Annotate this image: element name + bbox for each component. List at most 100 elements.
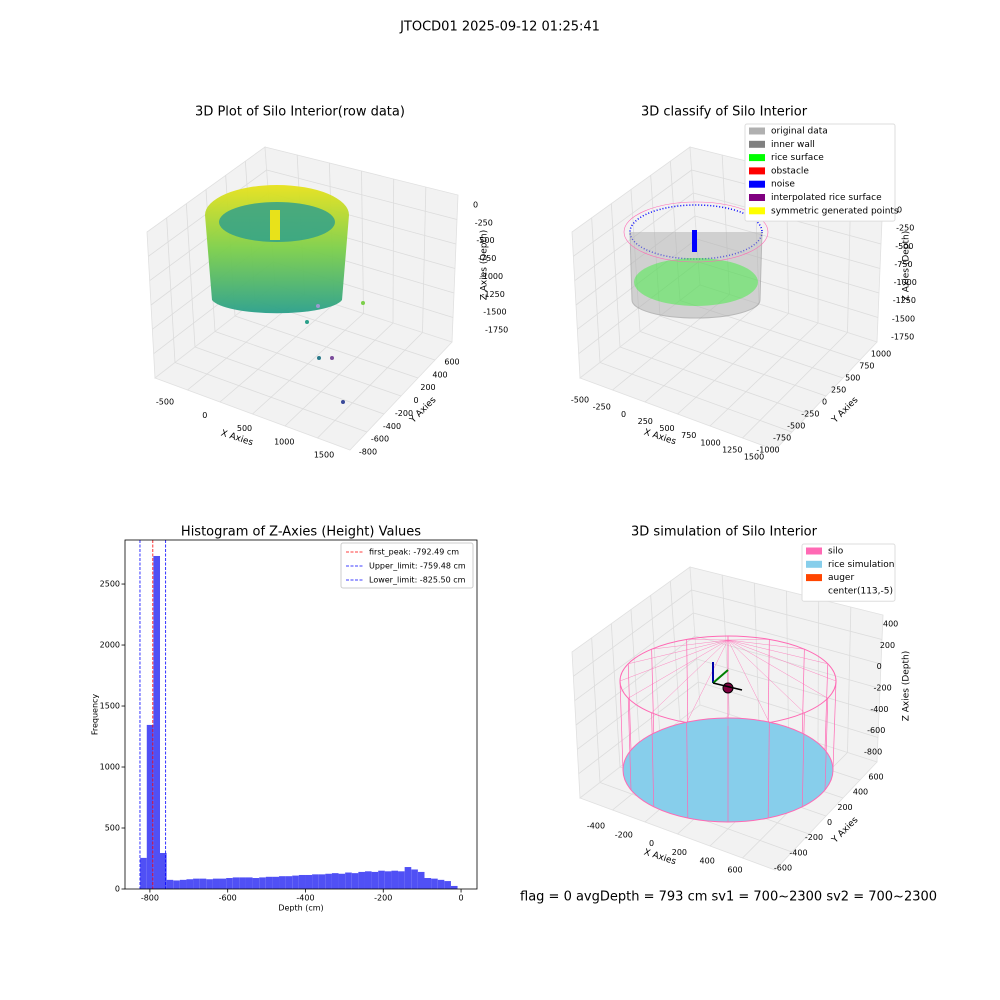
z-tick-label: 200 xyxy=(880,641,895,650)
bar xyxy=(298,874,306,889)
legend-swatch xyxy=(806,560,822,568)
y-axis-label: Y Axies xyxy=(830,815,861,846)
x-tick-label: -800 xyxy=(141,894,159,903)
legend-swatch xyxy=(749,140,765,148)
y-tick-label: 200 xyxy=(837,803,852,812)
legend-swatch xyxy=(749,127,765,135)
legend-swatch xyxy=(749,194,765,201)
z-tick-label: -1000 xyxy=(480,272,503,281)
x-tick-label: 1000 xyxy=(274,437,294,446)
chart-title: 3D Plot of Silo Interior(row data) xyxy=(195,105,405,120)
bar xyxy=(245,877,253,889)
z-tick-label: -250 xyxy=(475,218,493,227)
y-tick-label: 2000 xyxy=(100,641,120,650)
bar xyxy=(431,878,438,889)
x-tick-label: 500 xyxy=(237,424,252,433)
wall xyxy=(629,231,763,319)
legend-swatch xyxy=(806,587,822,595)
bar xyxy=(173,880,180,889)
bar xyxy=(140,857,147,889)
bar xyxy=(338,873,346,889)
silo-wire xyxy=(627,663,632,751)
z-tick-label: -1000 xyxy=(894,278,917,287)
bar xyxy=(146,724,154,889)
silo-wire xyxy=(824,663,829,751)
x-tick-label: 600 xyxy=(727,866,742,875)
z-tick-label: -1500 xyxy=(892,314,915,323)
bar xyxy=(265,876,273,889)
bar xyxy=(358,871,365,889)
z-tick-label: -1500 xyxy=(483,308,506,317)
y-tick-label: -750 xyxy=(773,434,791,443)
bar xyxy=(378,870,385,889)
legend-label: obstacle xyxy=(771,166,809,176)
bar xyxy=(450,885,458,889)
y-tick-label: -1000 xyxy=(756,446,779,455)
silo-wire xyxy=(801,712,805,807)
z-tick-label: 400 xyxy=(883,620,898,629)
legend-label: Lower_limit: -825.50 cm xyxy=(369,576,466,585)
z-tick-label: -1750 xyxy=(891,333,914,342)
bar xyxy=(424,878,432,889)
z-tick-label: -750 xyxy=(894,260,912,269)
z-tick-label: -750 xyxy=(478,254,496,263)
z-tick-label: -250 xyxy=(896,224,914,233)
bar xyxy=(411,869,418,889)
z-axis-label: Z Axies (Depth) xyxy=(902,651,912,722)
y-tick-label: 250 xyxy=(831,386,846,395)
z-tick-label: -1250 xyxy=(893,296,916,305)
bar xyxy=(285,876,293,889)
silo-wire xyxy=(686,722,689,819)
silo-wire xyxy=(801,649,805,734)
silo-wire xyxy=(824,698,829,790)
silo-wire xyxy=(727,639,837,682)
y-tick-label: -400 xyxy=(383,422,401,431)
bar xyxy=(239,877,246,889)
3d-decoration xyxy=(146,146,884,871)
legend-label: silo xyxy=(828,547,844,557)
silo-wire xyxy=(727,639,805,650)
y-tick-label: 1000 xyxy=(871,350,891,359)
bar xyxy=(166,879,174,889)
chart-title: 3D simulation of Silo Interior xyxy=(631,525,818,540)
pane-grid xyxy=(742,332,848,439)
bar xyxy=(444,881,451,889)
y-tick-label: -800 xyxy=(359,448,377,457)
y-tick-label: 0 xyxy=(115,885,120,894)
legend-swatch xyxy=(749,180,765,188)
silo-wire xyxy=(727,639,770,641)
silo-wire xyxy=(651,639,729,650)
rice xyxy=(634,258,758,306)
silo-wire xyxy=(628,639,729,664)
bar xyxy=(312,874,319,889)
y-tick-label: 400 xyxy=(432,370,447,379)
x-tick-label: 0 xyxy=(202,411,207,420)
legend-label: noise xyxy=(771,180,795,190)
figure-title: JTOCD01 2025-09-12 01:25:41 xyxy=(399,20,600,35)
legend-swatch xyxy=(806,574,822,582)
bar xyxy=(384,871,392,889)
status-text: flag = 0 avgDepth = 793 cm sv1 = 700~230… xyxy=(520,890,937,905)
bar xyxy=(226,878,233,889)
axis-arrow xyxy=(712,682,743,691)
bar xyxy=(199,878,207,889)
silo-wire xyxy=(686,639,689,722)
pane-grid xyxy=(317,332,423,439)
legend-label: interpolated rice surface xyxy=(771,193,882,203)
bar xyxy=(232,877,240,889)
z-tick-label: -200 xyxy=(874,684,892,693)
silo-wire xyxy=(651,639,729,713)
silo-wire xyxy=(686,639,729,723)
bar xyxy=(279,876,286,889)
bar xyxy=(153,555,161,889)
silo-wire xyxy=(727,639,770,723)
y-tick-label: 0 xyxy=(413,396,418,405)
y-tick-label: -600 xyxy=(774,864,792,873)
y-tick-label: -200 xyxy=(805,833,823,842)
z-tick-label: -1750 xyxy=(485,326,508,335)
silo-wire xyxy=(727,639,828,699)
y-tick-label: -400 xyxy=(789,848,807,857)
y-tick-label: -200 xyxy=(395,409,413,418)
z-tick-label: 0 xyxy=(897,206,902,215)
